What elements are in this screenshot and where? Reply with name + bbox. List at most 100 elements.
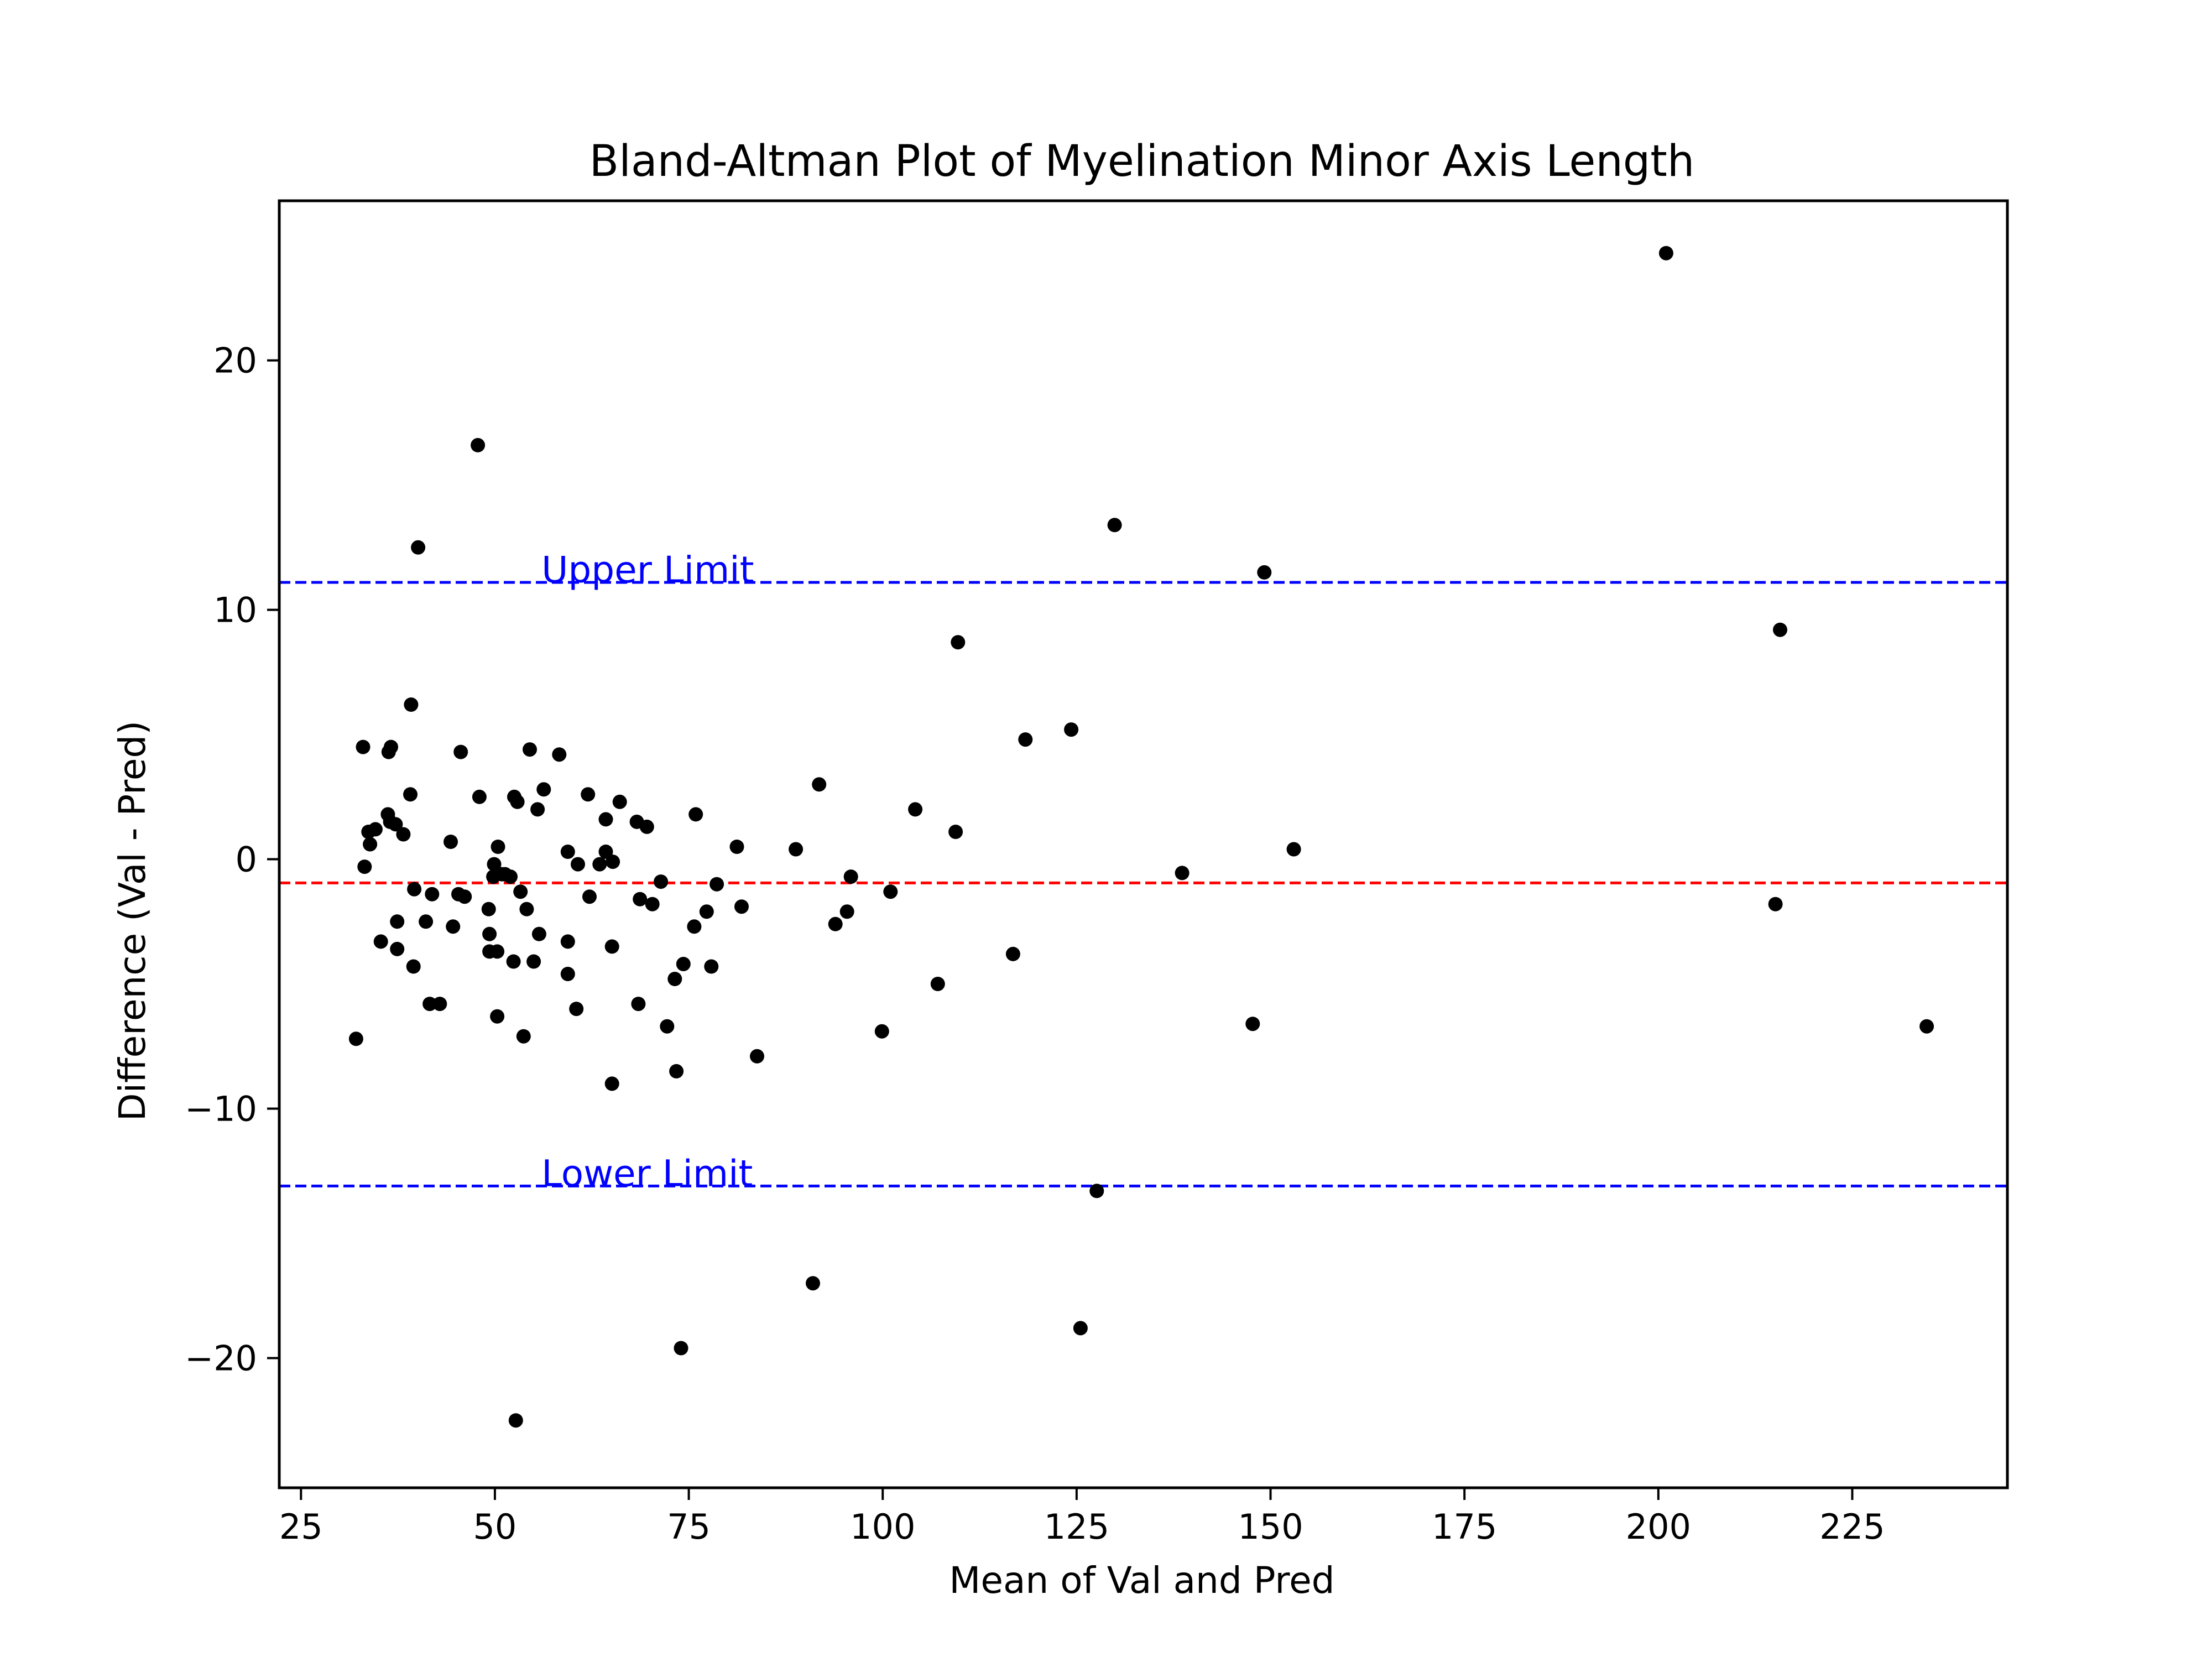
data-point (384, 739, 398, 754)
data-point (390, 941, 405, 956)
data-point (660, 1019, 675, 1034)
data-point (734, 899, 749, 914)
y-tick-label: −20 (185, 1338, 257, 1378)
data-point (363, 837, 378, 852)
data-point (633, 892, 648, 906)
data-point (639, 819, 654, 834)
data-point (404, 697, 419, 712)
x-tick-label: 225 (1819, 1507, 1885, 1547)
x-tick-label: 100 (850, 1507, 915, 1547)
data-point (482, 926, 497, 941)
data-point (592, 857, 607, 872)
data-point (388, 817, 403, 832)
data-point (531, 926, 546, 941)
data-point (687, 919, 702, 934)
data-point (560, 845, 575, 859)
data-point (508, 1413, 523, 1428)
data-point (390, 914, 405, 929)
data-point (560, 967, 575, 981)
data-point (1175, 866, 1190, 881)
data-point (491, 840, 505, 854)
data-point (1064, 722, 1079, 737)
data-point (526, 954, 541, 969)
data-point (604, 939, 619, 954)
data-point (419, 914, 434, 929)
data-point (407, 882, 422, 897)
y-tick-label: 20 (213, 341, 257, 381)
data-point (729, 840, 744, 854)
data-point (631, 997, 646, 1012)
data-points (348, 246, 1934, 1428)
x-tick-label: 200 (1626, 1507, 1691, 1547)
data-point (581, 787, 596, 802)
data-point (403, 787, 418, 802)
data-point (425, 887, 440, 902)
data-point (874, 1024, 889, 1039)
data-point (490, 944, 505, 959)
data-point (843, 869, 858, 884)
x-tick-label: 75 (667, 1507, 711, 1547)
data-point (1018, 732, 1033, 747)
data-point (356, 739, 371, 754)
data-point (676, 957, 691, 971)
data-point (373, 934, 388, 949)
data-point (806, 1276, 820, 1291)
data-point (1768, 897, 1783, 911)
data-point (1245, 1017, 1260, 1031)
data-point (406, 959, 421, 974)
data-point (1773, 622, 1787, 637)
data-point (368, 822, 383, 837)
chart-title: Bland-Altman Plot of Myelination Minor A… (589, 137, 1695, 186)
data-point (569, 1002, 584, 1017)
data-point (506, 954, 521, 969)
x-tick-label: 25 (279, 1507, 323, 1547)
y-tick-label: 0 (236, 840, 257, 880)
data-point (571, 857, 585, 872)
data-point (510, 794, 525, 809)
data-point (812, 777, 827, 792)
y-tick-label: 10 (213, 590, 257, 631)
data-point (654, 874, 669, 889)
data-point (498, 867, 513, 882)
x-tick-label: 125 (1044, 1507, 1109, 1547)
data-point (519, 902, 534, 916)
data-point (930, 977, 945, 991)
x-tick-label: 150 (1238, 1507, 1303, 1547)
data-point (457, 889, 472, 904)
y-axis-label: Difference (Val - Pred) (111, 721, 154, 1121)
data-point (674, 1341, 688, 1356)
data-point (908, 802, 923, 817)
x-axis-ticks: 25 50 75 100 125 150 175 200 225 (279, 1488, 1885, 1547)
data-point (446, 919, 461, 934)
data-point (516, 1029, 531, 1044)
data-point (560, 934, 575, 949)
annotation-label: Upper Limit (541, 549, 754, 591)
annotation-label: Lower Limit (541, 1152, 753, 1195)
data-point (481, 902, 496, 916)
data-point (490, 1009, 505, 1024)
data-point (951, 635, 966, 650)
data-point (598, 845, 613, 859)
data-point (1073, 1321, 1088, 1336)
data-point (789, 842, 804, 857)
data-point (582, 889, 597, 904)
data-point (709, 877, 724, 892)
data-point (883, 884, 898, 899)
data-point (645, 897, 660, 911)
data-point (699, 904, 714, 919)
data-point (606, 855, 620, 869)
data-point (839, 904, 854, 919)
data-point (432, 997, 447, 1012)
data-point (1257, 565, 1272, 580)
data-point (487, 857, 502, 872)
data-point (357, 859, 372, 874)
data-point (348, 1031, 363, 1046)
x-axis-label: Mean of Val and Pred (949, 1559, 1334, 1602)
annotations: Upper Limit Lower Limit (541, 549, 754, 1195)
data-point (612, 794, 627, 809)
data-point (688, 807, 703, 822)
data-point (536, 782, 551, 797)
data-point (530, 802, 545, 817)
data-point (669, 1064, 684, 1079)
